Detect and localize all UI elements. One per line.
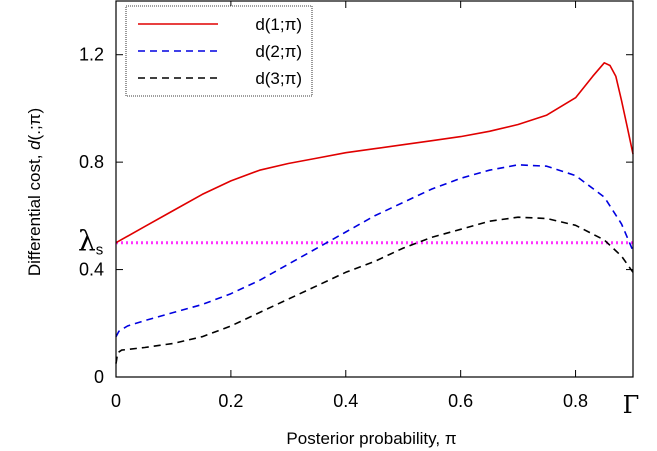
y-tick-label: 0.4 — [79, 260, 104, 280]
series-line-2 — [115, 164, 634, 338]
series-line-3 — [115, 216, 634, 364]
x-tick-label: 0.4 — [333, 391, 358, 411]
y-axis-label-text: Differential cost, — [25, 150, 44, 276]
ticks-layer: 0 0.2 0.4 0.6 0.8 0 0.4 0.8 1.2 — [79, 1, 633, 411]
y-axis-label-suffix: (.;π) — [25, 108, 44, 141]
y-tick-label: 0 — [94, 367, 104, 387]
x-tick-label: 0.2 — [218, 391, 243, 411]
legend-box — [125, 5, 313, 97]
y-axis-label: Differential cost, d(.;π) — [25, 108, 44, 276]
plot-layer — [115, 61, 634, 364]
y-axis-label-italic: d — [25, 140, 44, 150]
y-tick-label: 0.8 — [79, 152, 104, 172]
legend: d(1;π) d(2;π) d(3;π) — [125, 5, 313, 97]
legend-label-1: d(1;π) — [255, 15, 302, 34]
x-tick-label: 0 — [111, 391, 121, 411]
legend-label-3: d(3;π) — [255, 69, 302, 88]
x-tick-label: 0.6 — [448, 391, 473, 411]
y-tick-label: 1.2 — [79, 45, 104, 65]
legend-label-2: d(2;π) — [255, 42, 302, 61]
gamma-end-label: Γ — [623, 391, 640, 419]
x-tick-label: 0.8 — [563, 391, 588, 411]
lambda-subscript: s — [96, 242, 104, 259]
lambda-symbol: λ — [78, 225, 96, 258]
x-axis-label: Posterior probability, π — [286, 429, 456, 448]
lambda-s-label: λs — [78, 225, 103, 259]
plot-frame — [115, 0, 634, 378]
series-line-1 — [115, 61, 634, 244]
